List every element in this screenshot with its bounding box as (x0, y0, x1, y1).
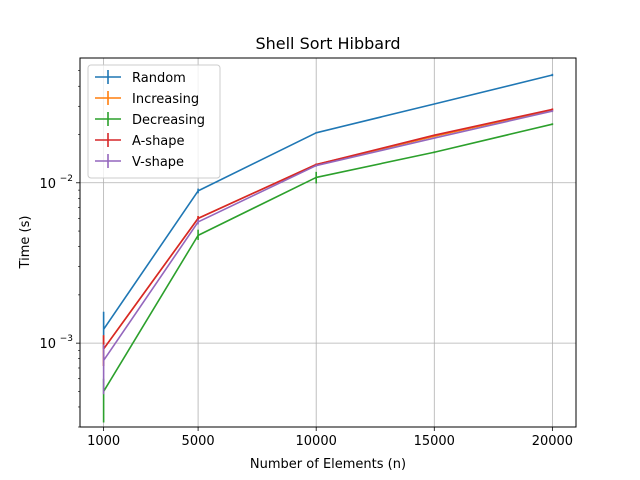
x-tick-label: 10000 (296, 434, 337, 449)
legend-item: V-shape (95, 154, 184, 170)
x-tick-label: 20000 (532, 434, 573, 449)
legend-item: Increasing (95, 91, 199, 107)
legend-item: Decreasing (95, 112, 205, 128)
y-axis-ticks: 10 −3 10 −2 (39, 70, 80, 428)
x-tick-label: 15000 (414, 434, 455, 449)
x-tick-label: 5000 (182, 434, 215, 449)
x-axis-ticks: 1000 5000 10000 15000 20000 (87, 427, 573, 449)
legend-item: A-shape (95, 133, 185, 149)
legend-label: V-shape (132, 155, 184, 170)
series-layer (102, 73, 554, 423)
y-tick-exponent: −2 (60, 174, 73, 184)
y-tick-label: 10 (39, 177, 56, 192)
x-axis-label: Number of Elements (n) (250, 457, 406, 472)
legend-label: Decreasing (132, 113, 205, 128)
series-v-shape (102, 110, 554, 395)
legend: Random Increasing Decreasing A-shape V-shape (87, 64, 221, 179)
legend-label: Random (132, 71, 186, 86)
y-axis-label: Time (s) (18, 216, 33, 270)
legend-item: Random (95, 70, 186, 86)
y-tick-label: 10 (39, 337, 56, 352)
legend-box (87, 64, 221, 179)
chart-title: Shell Sort Hibbard (255, 34, 400, 53)
x-tick-label: 1000 (87, 434, 120, 449)
legend-label: Increasing (132, 92, 199, 107)
legend-label: A-shape (132, 134, 185, 149)
y-tick-exponent: −3 (60, 334, 73, 344)
plot-frame (79, 57, 577, 428)
